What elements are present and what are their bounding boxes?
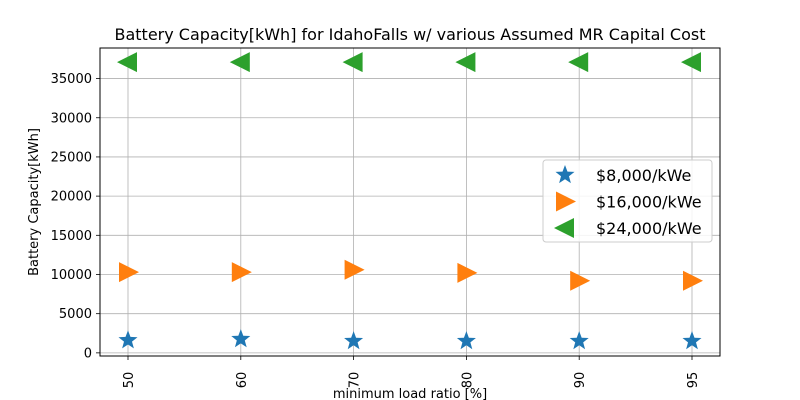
data-point-series-1 bbox=[118, 330, 138, 349]
data-point-series-1 bbox=[569, 331, 589, 350]
legend-marker bbox=[554, 218, 574, 238]
data-point-series-1 bbox=[682, 331, 702, 350]
y-tick-label: 15000 bbox=[51, 229, 92, 244]
data-point-series-2 bbox=[231, 262, 252, 283]
legend-item: $24,000/kWe bbox=[554, 218, 702, 238]
x-tick-label: 90 bbox=[573, 372, 588, 389]
y-tick-label: 0 bbox=[84, 346, 92, 361]
y-tick-label: 20000 bbox=[51, 190, 92, 205]
x-tick-label: 50 bbox=[122, 372, 137, 389]
y-tick-label: 30000 bbox=[51, 111, 92, 126]
data-point-series-2 bbox=[344, 259, 365, 280]
y-tick-label: 35000 bbox=[51, 72, 92, 87]
y-axis: 0 5000 10000 15000 20000 25000 30000 35000 bbox=[51, 72, 100, 361]
plot-frame bbox=[99, 47, 721, 357]
data-point-series-2 bbox=[683, 270, 703, 291]
y-tick-label: 25000 bbox=[51, 150, 92, 165]
data-point-series-1 bbox=[231, 329, 251, 348]
legend-label: $24,000/kWe bbox=[596, 219, 702, 238]
legend: $8,000/kWe $16,000/kWe $24,000/kWe bbox=[542, 159, 713, 243]
data-point-series-1 bbox=[456, 331, 476, 350]
legend-item: $16,000/kWe bbox=[556, 191, 702, 212]
y-tick-label: 10000 bbox=[51, 268, 92, 283]
data-point-series-2 bbox=[457, 262, 478, 283]
data-point-series-1 bbox=[344, 331, 364, 350]
data-point-series-3 bbox=[342, 52, 363, 73]
y-tick-label: 5000 bbox=[59, 307, 92, 322]
data-point-series-2 bbox=[570, 270, 591, 291]
x-tick-label: 70 bbox=[348, 372, 363, 389]
data-point-series-2 bbox=[119, 262, 139, 283]
chart-title: Battery Capacity[kWh] for IdahoFalls w/ … bbox=[115, 25, 706, 44]
x-tick-label: 80 bbox=[460, 372, 475, 389]
legend-box bbox=[542, 159, 713, 243]
x-tick-label: 60 bbox=[235, 372, 250, 389]
data-point-series-3 bbox=[455, 52, 476, 73]
data-point-series-3 bbox=[681, 52, 701, 73]
data-point-series-3 bbox=[568, 52, 589, 73]
x-axis-label: minimum load ratio [%] bbox=[333, 387, 487, 400]
legend-marker bbox=[555, 165, 575, 184]
y-axis-label: Battery Capacity[kWh] bbox=[27, 128, 42, 276]
legend-item: $8,000/kWe bbox=[555, 165, 691, 185]
legend-marker bbox=[556, 191, 576, 212]
data-point-series-3 bbox=[117, 52, 137, 73]
legend-label: $8,000/kWe bbox=[596, 166, 691, 185]
data-point-series-3 bbox=[229, 52, 250, 73]
x-tick-label: 95 bbox=[686, 372, 701, 389]
legend-label: $16,000/kWe bbox=[596, 193, 702, 212]
data-marks bbox=[117, 52, 703, 350]
x-axis: 50 60 70 80 90 95 bbox=[122, 356, 701, 388]
